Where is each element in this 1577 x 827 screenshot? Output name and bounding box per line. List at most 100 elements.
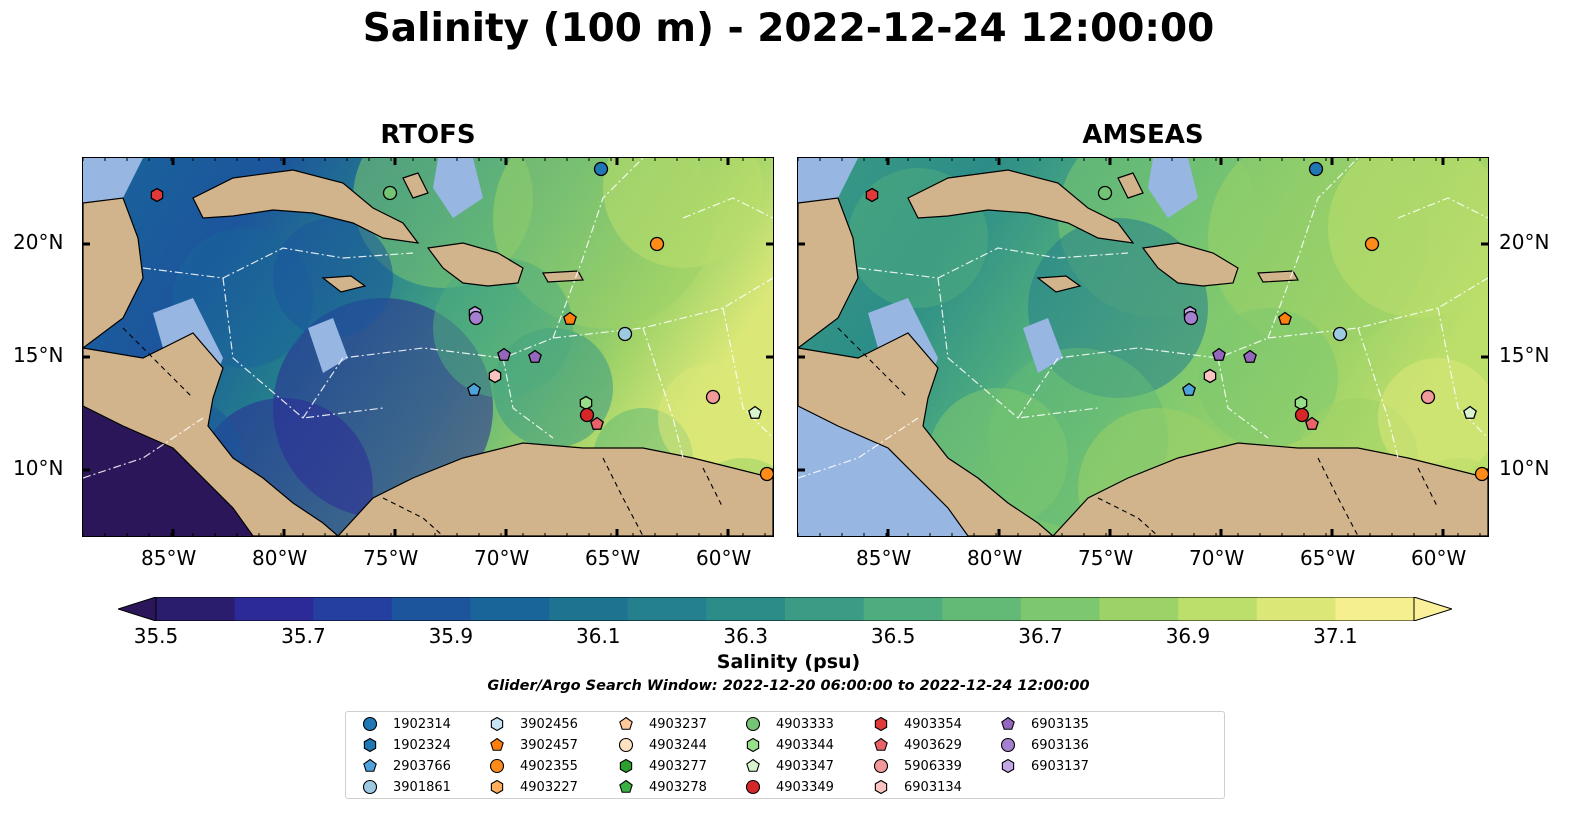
legend-label: 6903135: [1031, 716, 1089, 732]
colorbar-over-arrow: [1413, 596, 1454, 622]
hexagon-marker-icon: [490, 716, 504, 732]
legend-label: 6903136: [1031, 737, 1089, 753]
lat-label-15n-right: 15°N: [1499, 343, 1550, 367]
lon-label-85w-left: 85°W: [141, 546, 197, 570]
float-marker: [497, 347, 511, 361]
circle-marker-icon: [362, 716, 378, 732]
float-marker: [579, 395, 593, 411]
salinity-eddy: [658, 363, 768, 473]
colorbar-tick-label: 35.5: [133, 624, 179, 648]
pentagon-marker-icon: [874, 737, 888, 751]
pentagon-marker-icon: [619, 716, 633, 730]
legend-label: 3902457: [520, 737, 578, 753]
float-marker: [1305, 416, 1319, 430]
legend-item: 4903354: [871, 714, 962, 734]
colorbar-swatch: [1020, 597, 1100, 621]
float-marker: [1097, 185, 1113, 201]
legend-item: 4903349: [743, 777, 834, 797]
float-marker: [705, 389, 721, 405]
salinity-eddy: [603, 158, 763, 268]
float-marker: [865, 187, 879, 203]
legend-item: 4903333: [743, 714, 834, 734]
land-mass: [402, 172, 429, 199]
legend-label: 4902355: [520, 758, 578, 774]
lon-label-60w-right: 60°W: [1411, 546, 1467, 570]
float-marker: [467, 382, 481, 396]
eez-boundary: [682, 197, 773, 219]
legend-label: 2903766: [393, 758, 451, 774]
float-marker: [748, 405, 762, 419]
lat-label-10n-right: 10°N: [1499, 456, 1550, 480]
legend-item: 4903244: [616, 735, 707, 755]
eez-boundary: [502, 357, 554, 439]
eez-boundary: [1267, 277, 1488, 339]
colorbar-swatch: [1335, 597, 1415, 621]
legend-item: 6903134: [871, 777, 962, 797]
shelf-mask: [83, 158, 143, 203]
legend-item: 3902457: [487, 735, 578, 755]
rtofs-map: [82, 157, 774, 537]
legend-label: 4903347: [776, 758, 834, 774]
land-mass: [798, 332, 1054, 536]
lat-label-20n-right: 20°N: [1499, 230, 1550, 254]
border-line: [837, 327, 909, 399]
pacific-ocean: [83, 406, 253, 536]
float-marker: [1278, 311, 1292, 325]
float-marker: [1332, 326, 1348, 342]
legend-item: 3901861: [360, 777, 451, 797]
shelf-mask: [1023, 318, 1063, 373]
legend-item: 4903629: [871, 735, 962, 755]
float-marker: [1212, 347, 1226, 361]
eez-boundary: [798, 417, 919, 479]
hexagon-marker-icon: [874, 716, 888, 732]
legend-item: 1902324: [360, 735, 451, 755]
legend-label: 4903278: [649, 779, 707, 795]
float-marker: [617, 326, 633, 342]
legend-item: 4903227: [487, 777, 578, 797]
hexagon-marker-icon: [490, 779, 504, 795]
pentagon-marker-icon: [1001, 716, 1015, 730]
pentagon-marker-icon: [363, 758, 377, 772]
land-mass: [192, 169, 420, 244]
legend-label: 4903629: [904, 737, 962, 753]
float-marker: [590, 416, 604, 430]
land-mass: [83, 197, 144, 349]
pacific-ocean: [798, 406, 968, 536]
legend-item: 3902456: [487, 714, 578, 734]
colorbar-swatch: [1099, 597, 1179, 621]
float-marker: [1183, 310, 1199, 326]
colorbar-swatch: [156, 597, 236, 621]
hexagon-marker-icon: [874, 779, 888, 795]
float-marker: [1203, 368, 1217, 384]
land-mass: [1052, 442, 1488, 536]
legend-item: 4903347: [743, 756, 834, 776]
float-marker: [1294, 407, 1310, 423]
float-marker: [563, 311, 577, 325]
lat-label-10n-left: 10°N: [13, 456, 64, 480]
legend-item: 5906339: [871, 756, 962, 776]
land-mass: [321, 275, 367, 293]
eez-boundary: [1437, 307, 1488, 439]
border-line: [602, 457, 644, 536]
search-window-note: Glider/Argo Search Window: 2022-12-20 06…: [487, 678, 1090, 694]
colorbar-tick-label: 35.7: [281, 624, 326, 648]
float-marker: [1463, 405, 1477, 419]
colorbar-swatch: [706, 597, 786, 621]
shelf-mask: [433, 158, 483, 218]
float-marker: [759, 466, 773, 482]
lon-label-70w-left: 70°W: [474, 546, 530, 570]
hexagon-marker-icon: [746, 737, 760, 753]
eez-boundary: [83, 417, 204, 479]
pentagon-marker-icon: [746, 758, 760, 772]
float-marker: [1294, 395, 1308, 411]
colorbar-swatch: [549, 597, 629, 621]
circle-marker-icon: [745, 716, 761, 732]
land-mass: [1117, 172, 1144, 199]
legend-label: 4903333: [776, 716, 834, 732]
legend-item: 4903237: [616, 714, 707, 734]
land-mass: [1141, 242, 1239, 287]
eez-boundary: [937, 277, 1099, 419]
colorbar-swatch: [234, 597, 314, 621]
colorbar-swatch: [313, 597, 393, 621]
legend-item: 1902314: [360, 714, 451, 734]
